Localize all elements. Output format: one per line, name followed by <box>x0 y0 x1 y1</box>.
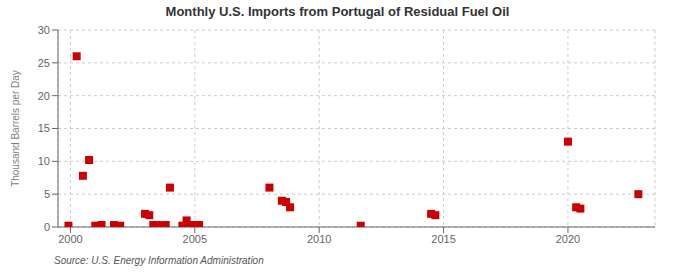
svg-text:15: 15 <box>38 122 50 134</box>
svg-text:10: 10 <box>38 155 50 167</box>
html-text:Monthly U.S. Imports from Port: Monthly U.S. Imports from Portugal of Re… <box>165 4 510 19</box>
svg-text:20: 20 <box>38 90 50 102</box>
html-text:Source: U.S. Energy Informatio: Source: U.S. Energy Information Administ… <box>54 255 264 266</box>
svg-text:0: 0 <box>44 221 50 233</box>
svg-text:5: 5 <box>44 188 50 200</box>
svg-text:2020: 2020 <box>556 233 580 245</box>
svg-text:Thousand Barrels per Day: Thousand Barrels per Day <box>10 70 21 187</box>
svg-text:2010: 2010 <box>307 233 331 245</box>
svg-text:2005: 2005 <box>183 233 207 245</box>
svg-text:25: 25 <box>38 57 50 69</box>
svg-text:2000: 2000 <box>58 233 82 245</box>
svg-text:2015: 2015 <box>431 233 455 245</box>
svg-text:30: 30 <box>38 24 50 36</box>
